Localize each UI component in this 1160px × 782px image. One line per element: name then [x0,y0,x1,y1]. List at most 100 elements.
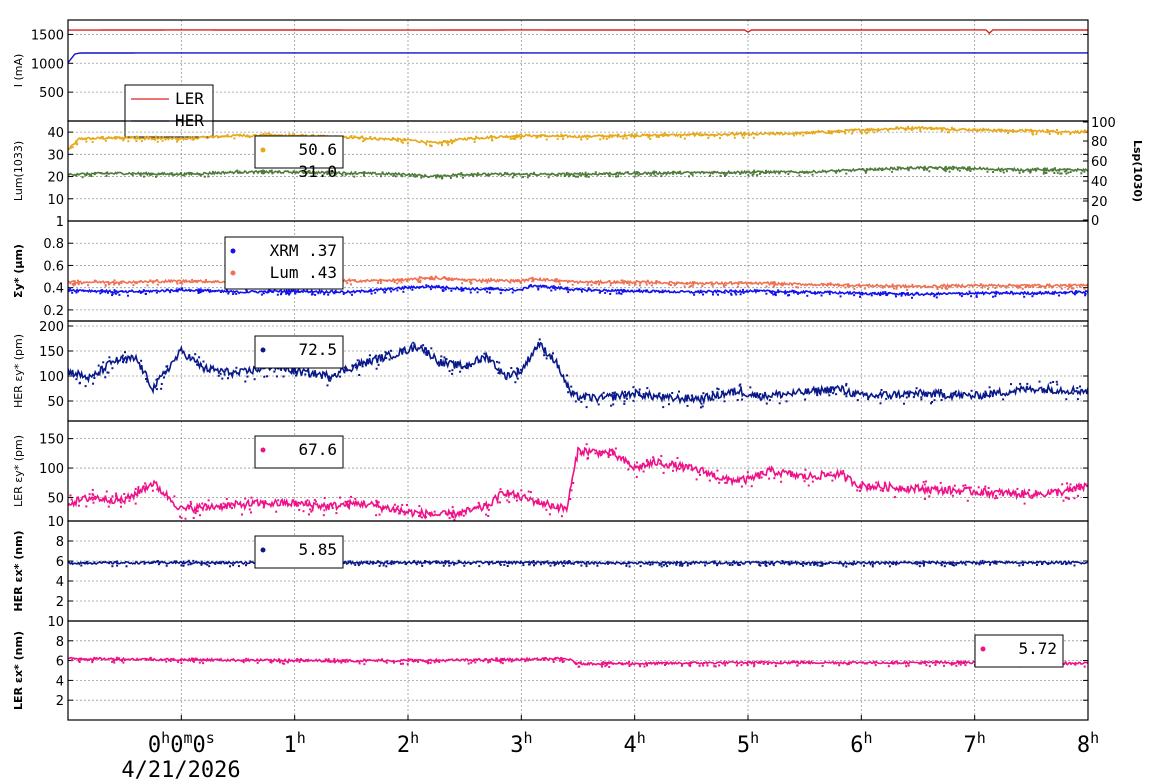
data-point [536,136,539,138]
data-point [163,281,166,284]
data-point [579,661,582,664]
data-point [652,456,655,459]
data-point [989,563,991,566]
data-point [550,173,553,176]
data-point [874,167,877,170]
data-point [121,659,123,662]
data-point [219,372,222,375]
data-point [676,457,679,459]
data-point [429,561,432,564]
data-point [180,659,182,662]
data-point [728,564,731,566]
panel-frame [67,19,1089,122]
data-point [453,139,456,142]
data-point [928,495,931,498]
data-point [639,565,642,568]
data-point [409,175,412,178]
data-point [871,563,874,566]
data-point [757,396,760,399]
data-point [334,373,336,375]
data-point [796,661,799,663]
data-point [1009,492,1012,495]
data-point [906,288,909,291]
data-point [994,287,997,289]
data-point [122,139,125,142]
data-point [462,176,464,179]
data-point [851,563,854,565]
data-point [625,564,628,567]
data-point [867,398,870,401]
data-point [377,501,380,504]
data-point [241,513,243,516]
data-point [176,140,178,143]
data-point [853,294,856,297]
data-point [260,293,263,296]
data-point [1057,132,1060,135]
data-point [160,383,163,385]
data-point [1014,130,1017,133]
data-point [597,403,600,406]
data-point [308,374,311,377]
y-tick-label: 0.4 [43,282,64,297]
data-point [196,363,199,366]
data-point [452,516,455,518]
data-point [730,281,733,284]
data-point [474,661,477,664]
data-point [884,291,887,293]
data-point [934,664,937,666]
data-point [182,562,185,565]
data-point [487,360,490,363]
data-point [382,564,385,567]
data-point [470,279,473,281]
y-tick-label: 1000 [31,57,64,72]
data-point [513,135,516,137]
data-point [623,280,626,283]
data-point [590,284,593,287]
data-point [304,659,307,662]
data-point [111,293,114,295]
series-s0 [68,125,1088,151]
data-point [608,175,611,178]
data-point [448,512,451,515]
data-point [680,281,683,284]
data-point [288,133,291,136]
data-point [94,495,96,498]
data-point [814,563,817,565]
data-point [446,141,449,144]
data-point [932,127,935,130]
data-point [544,657,547,660]
data-point [113,283,116,286]
data-point [1084,483,1087,486]
y2-tick-label: 60 [1091,155,1108,170]
data-point [638,388,641,391]
data-point [562,137,565,140]
data-point [1060,562,1063,565]
data-point [1056,383,1059,386]
data-point [202,369,205,372]
data-point [308,170,311,173]
data-point [149,656,152,659]
data-point [92,501,95,504]
data-point [994,560,996,563]
data-point [437,284,440,287]
data-point [285,292,288,295]
data-point [1056,489,1059,492]
data-point [151,561,153,564]
data-point [781,560,784,562]
data-point [434,275,437,278]
data-point [242,661,245,664]
data-point [1055,380,1058,383]
data-point [616,281,618,284]
data-point [856,489,859,492]
data-point [915,291,918,294]
data-point [802,134,805,137]
data-point [145,487,148,490]
data-point [650,662,653,665]
data-point [498,659,501,662]
data-point [111,660,114,663]
data-point [202,658,205,661]
data-point [811,480,814,483]
legend-entry: LER [175,89,204,108]
data-point [632,399,635,402]
data-point [479,360,482,363]
